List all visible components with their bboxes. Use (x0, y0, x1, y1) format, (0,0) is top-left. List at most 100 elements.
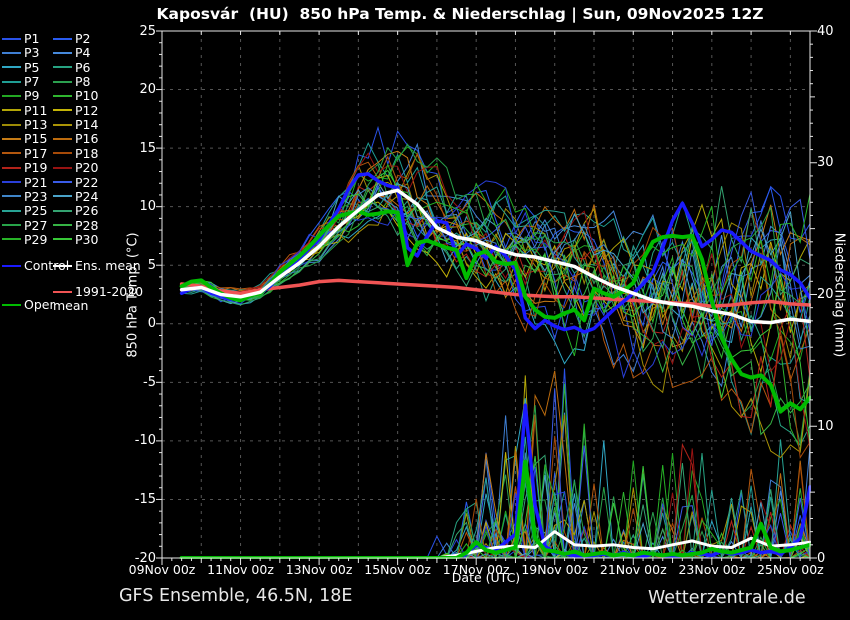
member-temp-P9 (181, 146, 811, 362)
legend-item-P30-label: P30 (75, 231, 99, 247)
legend-item-P11: P11 (2, 102, 48, 118)
legend-item-P20: P20 (53, 161, 98, 175)
member-precip-P5 (181, 398, 811, 559)
legend-item-ens-mean: Ens. mean (53, 259, 141, 273)
legend-item-P15: P15 (2, 132, 47, 146)
legend-item-P29-swatch (2, 238, 21, 241)
legend-item-clim-mean-swatch (53, 290, 72, 293)
y-left-tick-15: 15 (139, 140, 156, 156)
page-title: Kaposvár (HU) 850 hPa Temp. & Niederschl… (156, 5, 764, 23)
legend-item-P28-label: P28 (75, 217, 99, 233)
legend-item-control: Control (2, 259, 69, 273)
clim-mean-temp-line (179, 278, 811, 308)
legend-item-P6: P6 (53, 59, 91, 75)
legend-item-P5-label: P5 (24, 59, 40, 75)
legend-item-P6-label: P6 (75, 59, 91, 75)
legend-item-P4: P4 (53, 46, 91, 60)
legend-item-P25-label: P25 (24, 203, 48, 219)
legend-item-P24-swatch (53, 195, 72, 198)
legend-item-P26-swatch (53, 209, 72, 212)
legend-item-P19-label: P19 (24, 160, 48, 176)
legend-item-P29: P29 (2, 232, 47, 247)
legend-item-P7-label: P7 (24, 74, 40, 90)
legend-item-P14-swatch (53, 123, 72, 126)
legend-item-P25-swatch (2, 209, 21, 212)
legend-item-P15-swatch (2, 137, 21, 140)
legend-item-P17: P17 (2, 146, 47, 161)
legend-item-P11-label: P11 (24, 102, 48, 118)
legend-item-P12-swatch (53, 109, 72, 112)
legend-item-P19: P19 (2, 161, 47, 175)
y-left-tick--5: -5 (143, 374, 156, 390)
legend-item-P2-label: P2 (75, 31, 91, 46)
legend-item-P28: P28 (53, 217, 99, 233)
legend-item-P23-label: P23 (24, 188, 48, 204)
legend-item-P11-swatch (2, 109, 21, 112)
legend-item-P22-label: P22 (75, 174, 99, 190)
legend-item-P28-swatch (53, 224, 72, 227)
legend-item-P13-label: P13 (24, 117, 48, 133)
y-left-tick-25: 25 (139, 23, 156, 39)
x-axis-title: Date (UTC) (451, 570, 521, 585)
legend-item-P30-swatch (53, 238, 72, 241)
legend-item-P9-label: P9 (24, 88, 40, 104)
legend-item-P24: P24 (53, 189, 98, 204)
legend-item-P8: P8 (53, 75, 91, 89)
model-caption: GFS Ensemble, 46.5N, 18E (119, 586, 353, 606)
legend-item-P27: P27 (2, 218, 47, 233)
legend-item-P26: P26 (53, 204, 98, 218)
x-tick-23Nov 00z: 23Nov 00z (678, 562, 746, 577)
legend-item-P2-swatch (53, 37, 72, 40)
ensemble-legend: P1 P2 P3 P4 P5 P6 P7 P8 P9 P10 P11 P12 P13 P14 P15 P16 P… (0, 0, 160, 330)
legend-item-P8-swatch (53, 80, 72, 83)
legend-item-P25: P25 (2, 204, 47, 218)
legend-item-P15-label: P15 (24, 131, 48, 147)
legend-item-P21: P21 (2, 174, 48, 190)
site-caption: Wetterzentrale.de (648, 588, 806, 608)
legend-item-P20-label: P20 (75, 160, 99, 176)
legend-item-P17-swatch (2, 152, 21, 155)
legend-item-P3: P3 (2, 46, 40, 60)
x-tick-19Nov 00z: 19Nov 00z (521, 562, 589, 577)
legend-item-clim-mean-label: 1991-2020 mean (53, 284, 144, 313)
legend-item-P26-label: P26 (75, 203, 99, 219)
legend-item-P8-label: P8 (75, 74, 91, 90)
legend-item-P10-swatch (53, 94, 72, 97)
legend-item-P16-label: P16 (75, 131, 99, 147)
y-left-tick-20: 20 (139, 82, 156, 98)
legend-item-P7-swatch (2, 80, 21, 83)
oper-temp-line (179, 209, 811, 414)
y-right-tick-0: 0 (817, 550, 826, 566)
legend-item-P9: P9 (2, 89, 40, 103)
legend-item-control-swatch (2, 264, 21, 267)
x-tick-09Nov 00z: 09Nov 00z (128, 562, 196, 577)
x-tick-11Nov 00z: 11Nov 00z (207, 562, 274, 577)
legend-item-P19-swatch (2, 166, 21, 169)
member-temp-P21 (181, 180, 811, 379)
x-tick-15Nov 00z: 15Nov 00z (364, 562, 431, 577)
y-left-tick-5: 5 (147, 257, 156, 273)
legend-item-clim-mean: 1991-2020 mean (53, 285, 149, 312)
legend-item-P21-label: P21 (24, 174, 48, 190)
legend-item-P4-label: P4 (75, 45, 91, 61)
legend-item-ens-mean-swatch (53, 264, 72, 267)
legend-item-P16-swatch (53, 137, 72, 140)
legend-item-P6-swatch (53, 66, 72, 69)
member-precip-P17 (181, 414, 811, 559)
legend-item-P20-swatch (53, 166, 72, 169)
legend-item-P14: P14 (53, 118, 98, 132)
legend-item-oper-label: Oper (24, 297, 55, 312)
legend-item-P5-swatch (2, 66, 21, 69)
y-left-tick--10: -10 (134, 433, 156, 449)
legend-item-P9-swatch (2, 94, 21, 97)
legend-item-P5: P5 (2, 59, 40, 75)
legend-item-P30: P30 (53, 231, 99, 247)
y-left-tick--20: -20 (134, 550, 156, 566)
y-left-tick-0: 0 (147, 316, 156, 332)
y-left-tick--15: -15 (134, 491, 156, 507)
legend-item-P10: P10 (53, 89, 98, 103)
legend-item-P2: P2 (53, 32, 91, 46)
legend-item-P4-swatch (53, 51, 72, 54)
legend-item-P18: P18 (53, 146, 98, 161)
